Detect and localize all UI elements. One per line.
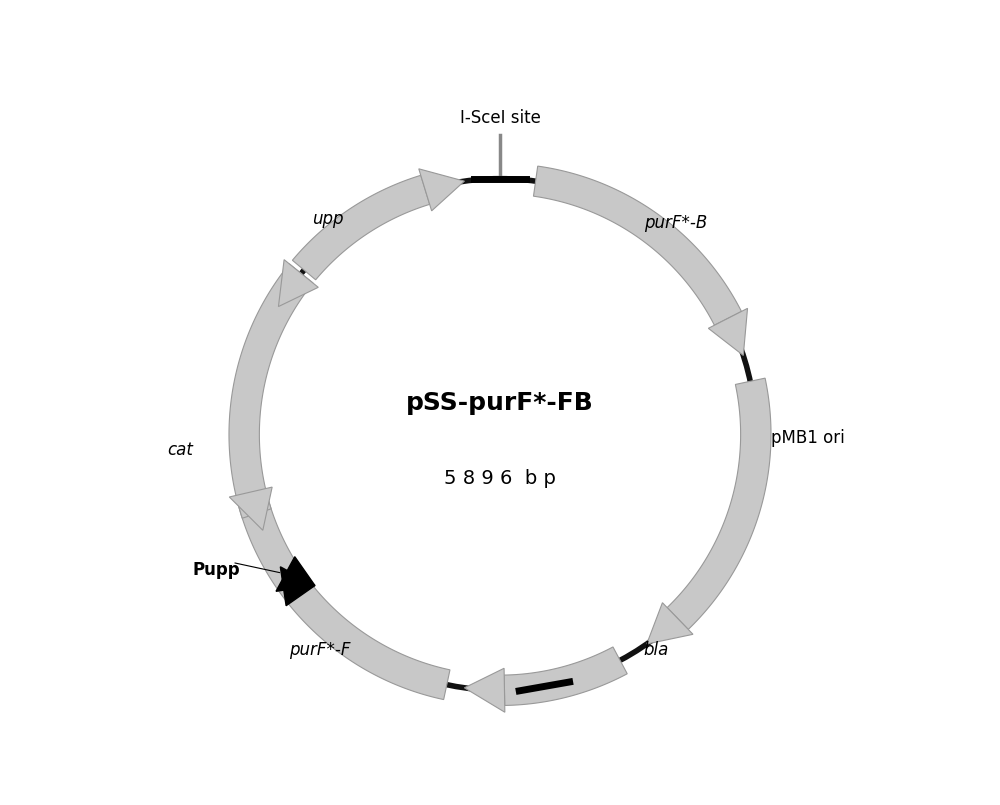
Text: cat: cat <box>167 441 193 460</box>
Text: bla: bla <box>643 642 669 659</box>
Polygon shape <box>464 668 505 712</box>
Polygon shape <box>229 264 313 518</box>
Polygon shape <box>278 260 318 307</box>
Polygon shape <box>280 567 315 605</box>
Polygon shape <box>229 487 272 530</box>
Polygon shape <box>419 169 464 211</box>
Text: purF*-F: purF*-F <box>289 642 351 659</box>
Text: pSS-purF*-FB: pSS-purF*-FB <box>406 390 594 415</box>
Text: upp: upp <box>312 209 344 228</box>
Text: purF*-B: purF*-B <box>644 213 708 232</box>
Polygon shape <box>504 647 627 705</box>
Polygon shape <box>276 557 315 592</box>
Polygon shape <box>647 603 693 644</box>
Polygon shape <box>667 378 771 630</box>
Polygon shape <box>292 175 430 280</box>
Text: 5 8 9 6  b p: 5 8 9 6 b p <box>444 469 556 488</box>
Polygon shape <box>708 308 748 356</box>
Text: I-SceI site: I-SceI site <box>460 109 540 126</box>
Polygon shape <box>533 166 741 325</box>
Text: Pupp: Pupp <box>192 561 240 580</box>
Text: pMB1 ori: pMB1 ori <box>771 430 845 448</box>
Polygon shape <box>236 489 450 700</box>
